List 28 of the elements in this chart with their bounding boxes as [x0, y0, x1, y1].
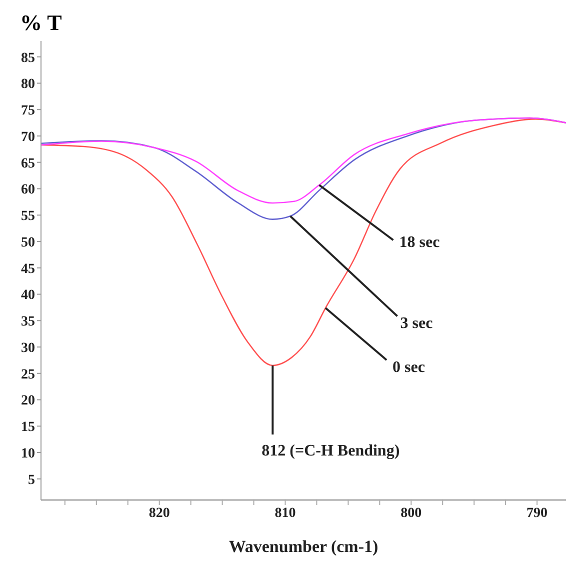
- y-tick-label: 45: [21, 262, 35, 277]
- y-tick-label: 40: [21, 288, 35, 304]
- y-tick-label: 20: [21, 394, 35, 409]
- y-tick-label: 75: [21, 104, 35, 119]
- x-tick-label: 790: [526, 506, 548, 521]
- y-tick-label: 25: [21, 367, 35, 382]
- y-tick-label: 15: [21, 420, 35, 436]
- y-tick-label: 50: [21, 235, 35, 250]
- x-tick-label: 820: [148, 506, 170, 521]
- y-tick-label: 5: [28, 472, 35, 488]
- y-tick-label: 30: [21, 340, 35, 356]
- y-tick-label: 85: [21, 50, 35, 66]
- annotation: 0 sec: [392, 358, 425, 376]
- y-tick-label: 65: [21, 156, 35, 172]
- y-axis-title: % T: [20, 10, 62, 36]
- y-tick-label: 10: [21, 446, 35, 462]
- y-tick-label: 55: [21, 209, 35, 224]
- annotation: 812 (=C-H Bending): [262, 442, 400, 460]
- x-axis-title: Wavenumber (cm-1): [228, 537, 378, 556]
- x-tick-label: 800: [400, 506, 422, 521]
- annotation: 18 sec: [399, 234, 440, 252]
- y-tick-label: 60: [21, 182, 35, 198]
- y-tick-label: 35: [21, 314, 35, 330]
- annotation: 3 sec: [400, 315, 433, 332]
- x-tick-label: 810: [274, 506, 296, 521]
- y-tick-label: 80: [21, 77, 35, 92]
- y-tick-label: 70: [21, 130, 35, 145]
- line-series: [41, 117, 566, 204]
